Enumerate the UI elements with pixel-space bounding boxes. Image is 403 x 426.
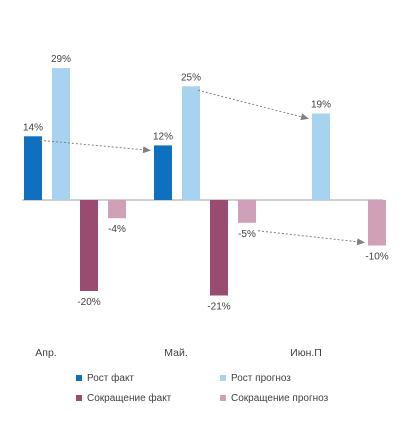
data-label: 19% — [311, 100, 331, 111]
bar-рост-прогноз-3 — [312, 113, 330, 200]
bar-рост-факт-1 — [24, 136, 42, 200]
legend-label: Рост факт — [87, 372, 134, 384]
trend-arrow — [257, 230, 365, 246]
legend-label: Сокращение прогноз — [231, 393, 329, 404]
category-label: Июн.П — [290, 347, 322, 359]
bar-сокращение-факт-1 — [80, 200, 98, 291]
bar-рост-прогноз-2 — [182, 86, 200, 201]
legend-label: Рост прогноз — [231, 373, 291, 384]
legend-swatch-рост-факт — [76, 375, 82, 381]
bar-сокращение-факт-2 — [210, 200, 228, 296]
data-label: 12% — [153, 131, 173, 142]
legend-swatch-сокращение-факт — [76, 395, 82, 401]
bar-рост-факт-2 — [154, 145, 172, 200]
data-label: -4% — [108, 224, 126, 235]
bar-сокращение-прогноз-3 — [368, 200, 386, 246]
data-label: -5% — [238, 229, 256, 240]
data-label: 29% — [51, 54, 71, 65]
legend-swatch-сокращение-прогноз — [220, 395, 226, 401]
bar-рост-прогноз-1 — [52, 68, 70, 200]
legend-swatch-рост-прогноз — [220, 375, 226, 381]
data-label: -10% — [365, 252, 388, 263]
category-label: Май. — [164, 347, 188, 359]
data-label: 25% — [181, 72, 201, 83]
bar-сокращение-прогноз-2 — [238, 200, 256, 223]
trend-arrow — [39, 139, 151, 154]
legend-label: Сокращение факт — [87, 392, 172, 404]
data-label: -20% — [77, 297, 100, 308]
trend-arrow — [197, 89, 309, 121]
category-label: Апр. — [35, 347, 56, 359]
data-label: -21% — [207, 302, 230, 313]
bar-сокращение-прогноз-1 — [108, 200, 126, 219]
data-label: 14% — [23, 122, 43, 133]
